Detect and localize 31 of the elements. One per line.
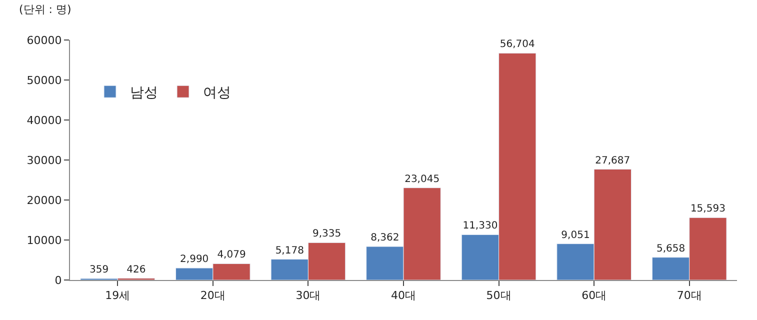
data-label: 11,330 [462,220,498,232]
y-tick-label: 0 [54,274,62,287]
x-tick-label: 50대 [486,289,512,302]
data-label: 426 [126,264,146,276]
data-label: 56,704 [500,39,535,50]
y-tick-label: 50000 [26,74,62,87]
y-tick-label: 10000 [26,234,62,247]
x-tick-label: 20대 [200,289,226,302]
y-tick-label: 30000 [26,154,62,167]
data-label: 27,687 [595,155,630,166]
data-label: 9,335 [312,228,342,240]
data-label: 23,045 [404,174,440,185]
x-tick-label: 60대 [582,289,607,302]
data-label: 2,990 [180,254,209,266]
data-label: 4,079 [217,250,246,261]
data-label: 359 [90,264,109,276]
text: (단위 : 명) [19,3,72,16]
data-label: 15,593 [690,204,726,215]
data-label: 8,362 [370,232,400,244]
legend-label: 여성 [203,85,232,102]
y-tick-label: 20000 [26,194,62,207]
x-tick-label: 40대 [391,289,416,302]
data-label: 9,051 [561,230,590,241]
legend-label: 남성 [130,85,158,102]
x-tick-label: 70대 [676,289,702,302]
y-tick-label: 40000 [26,114,62,127]
x-tick-label: 19세 [105,289,130,302]
y-tick-label: 60000 [26,34,62,47]
data-label: 5,178 [275,245,304,256]
data-label: 5,658 [656,243,686,254]
x-tick-label: 30대 [296,289,321,302]
